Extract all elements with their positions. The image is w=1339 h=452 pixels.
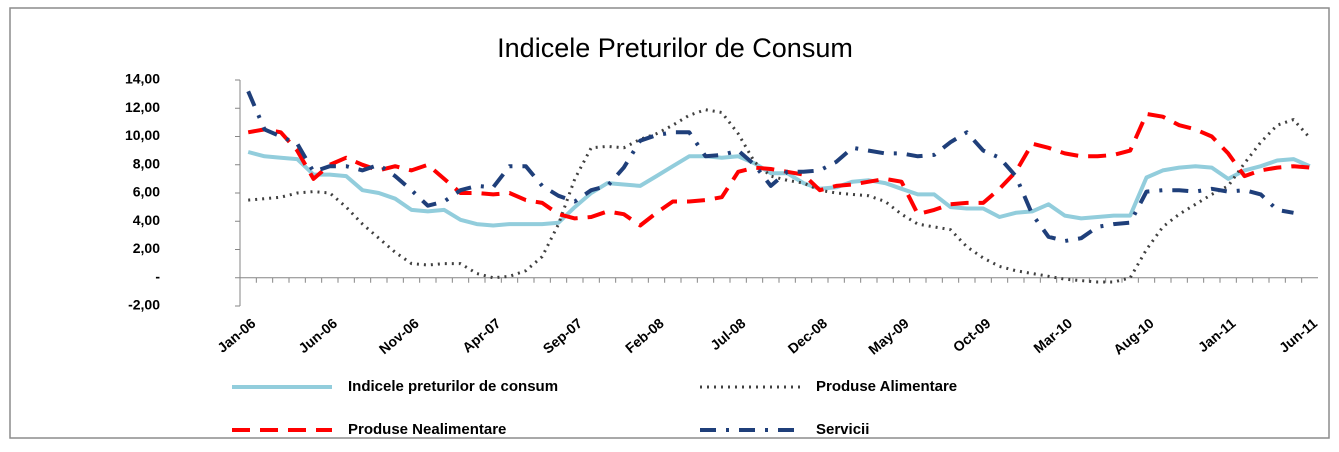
legend-label: Indicele preturilor de consum — [348, 378, 558, 395]
y-tick-label: 10,00 — [125, 127, 160, 143]
y-tick-label: -2,00 — [128, 297, 160, 313]
series-line — [247, 150, 1311, 228]
series-line — [246, 90, 1294, 243]
legend-label: Servicii — [816, 421, 869, 438]
y-tick-label: 8,00 — [133, 155, 160, 171]
chart-frame — [9, 7, 1330, 439]
chart-title: Indicele Preturilor de Consum — [497, 33, 853, 63]
legend-label: Produse Nealimentare — [348, 421, 506, 438]
y-tick-label: 2,00 — [133, 240, 160, 256]
series-line — [247, 111, 1310, 228]
series-line — [248, 108, 1311, 284]
y-tick-label: 6,00 — [133, 184, 160, 200]
legend-label: Produse Alimentare — [816, 378, 957, 395]
y-tick-label: 14,00 — [125, 71, 160, 87]
y-tick-label: 4,00 — [133, 212, 160, 228]
y-tick-label: - — [155, 268, 160, 284]
y-tick-label: 12,00 — [125, 99, 160, 115]
